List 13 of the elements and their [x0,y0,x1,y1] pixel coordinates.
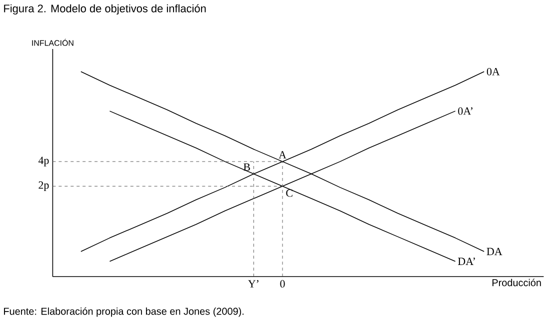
y-tick-label: 4p [38,156,49,166]
source-note: Fuente: Elaboración propia con base en Jones (2009). [4,307,244,317]
annotation: B [244,163,250,171]
chart-title: Figura 2. Modelo de objetivos de inflación [4,4,206,15]
series-label: 0A [486,68,500,76]
x-tick-label: 0 [280,280,285,288]
series-label: DA’ [458,258,475,265]
x-axis-title: Producción [492,278,541,286]
y-tick-label: 2p [38,181,49,191]
x-tick-label: Y’ [248,280,258,288]
series-label: DA [486,248,502,256]
series-label: 0A’ [458,107,472,115]
annotation: A [278,151,286,158]
